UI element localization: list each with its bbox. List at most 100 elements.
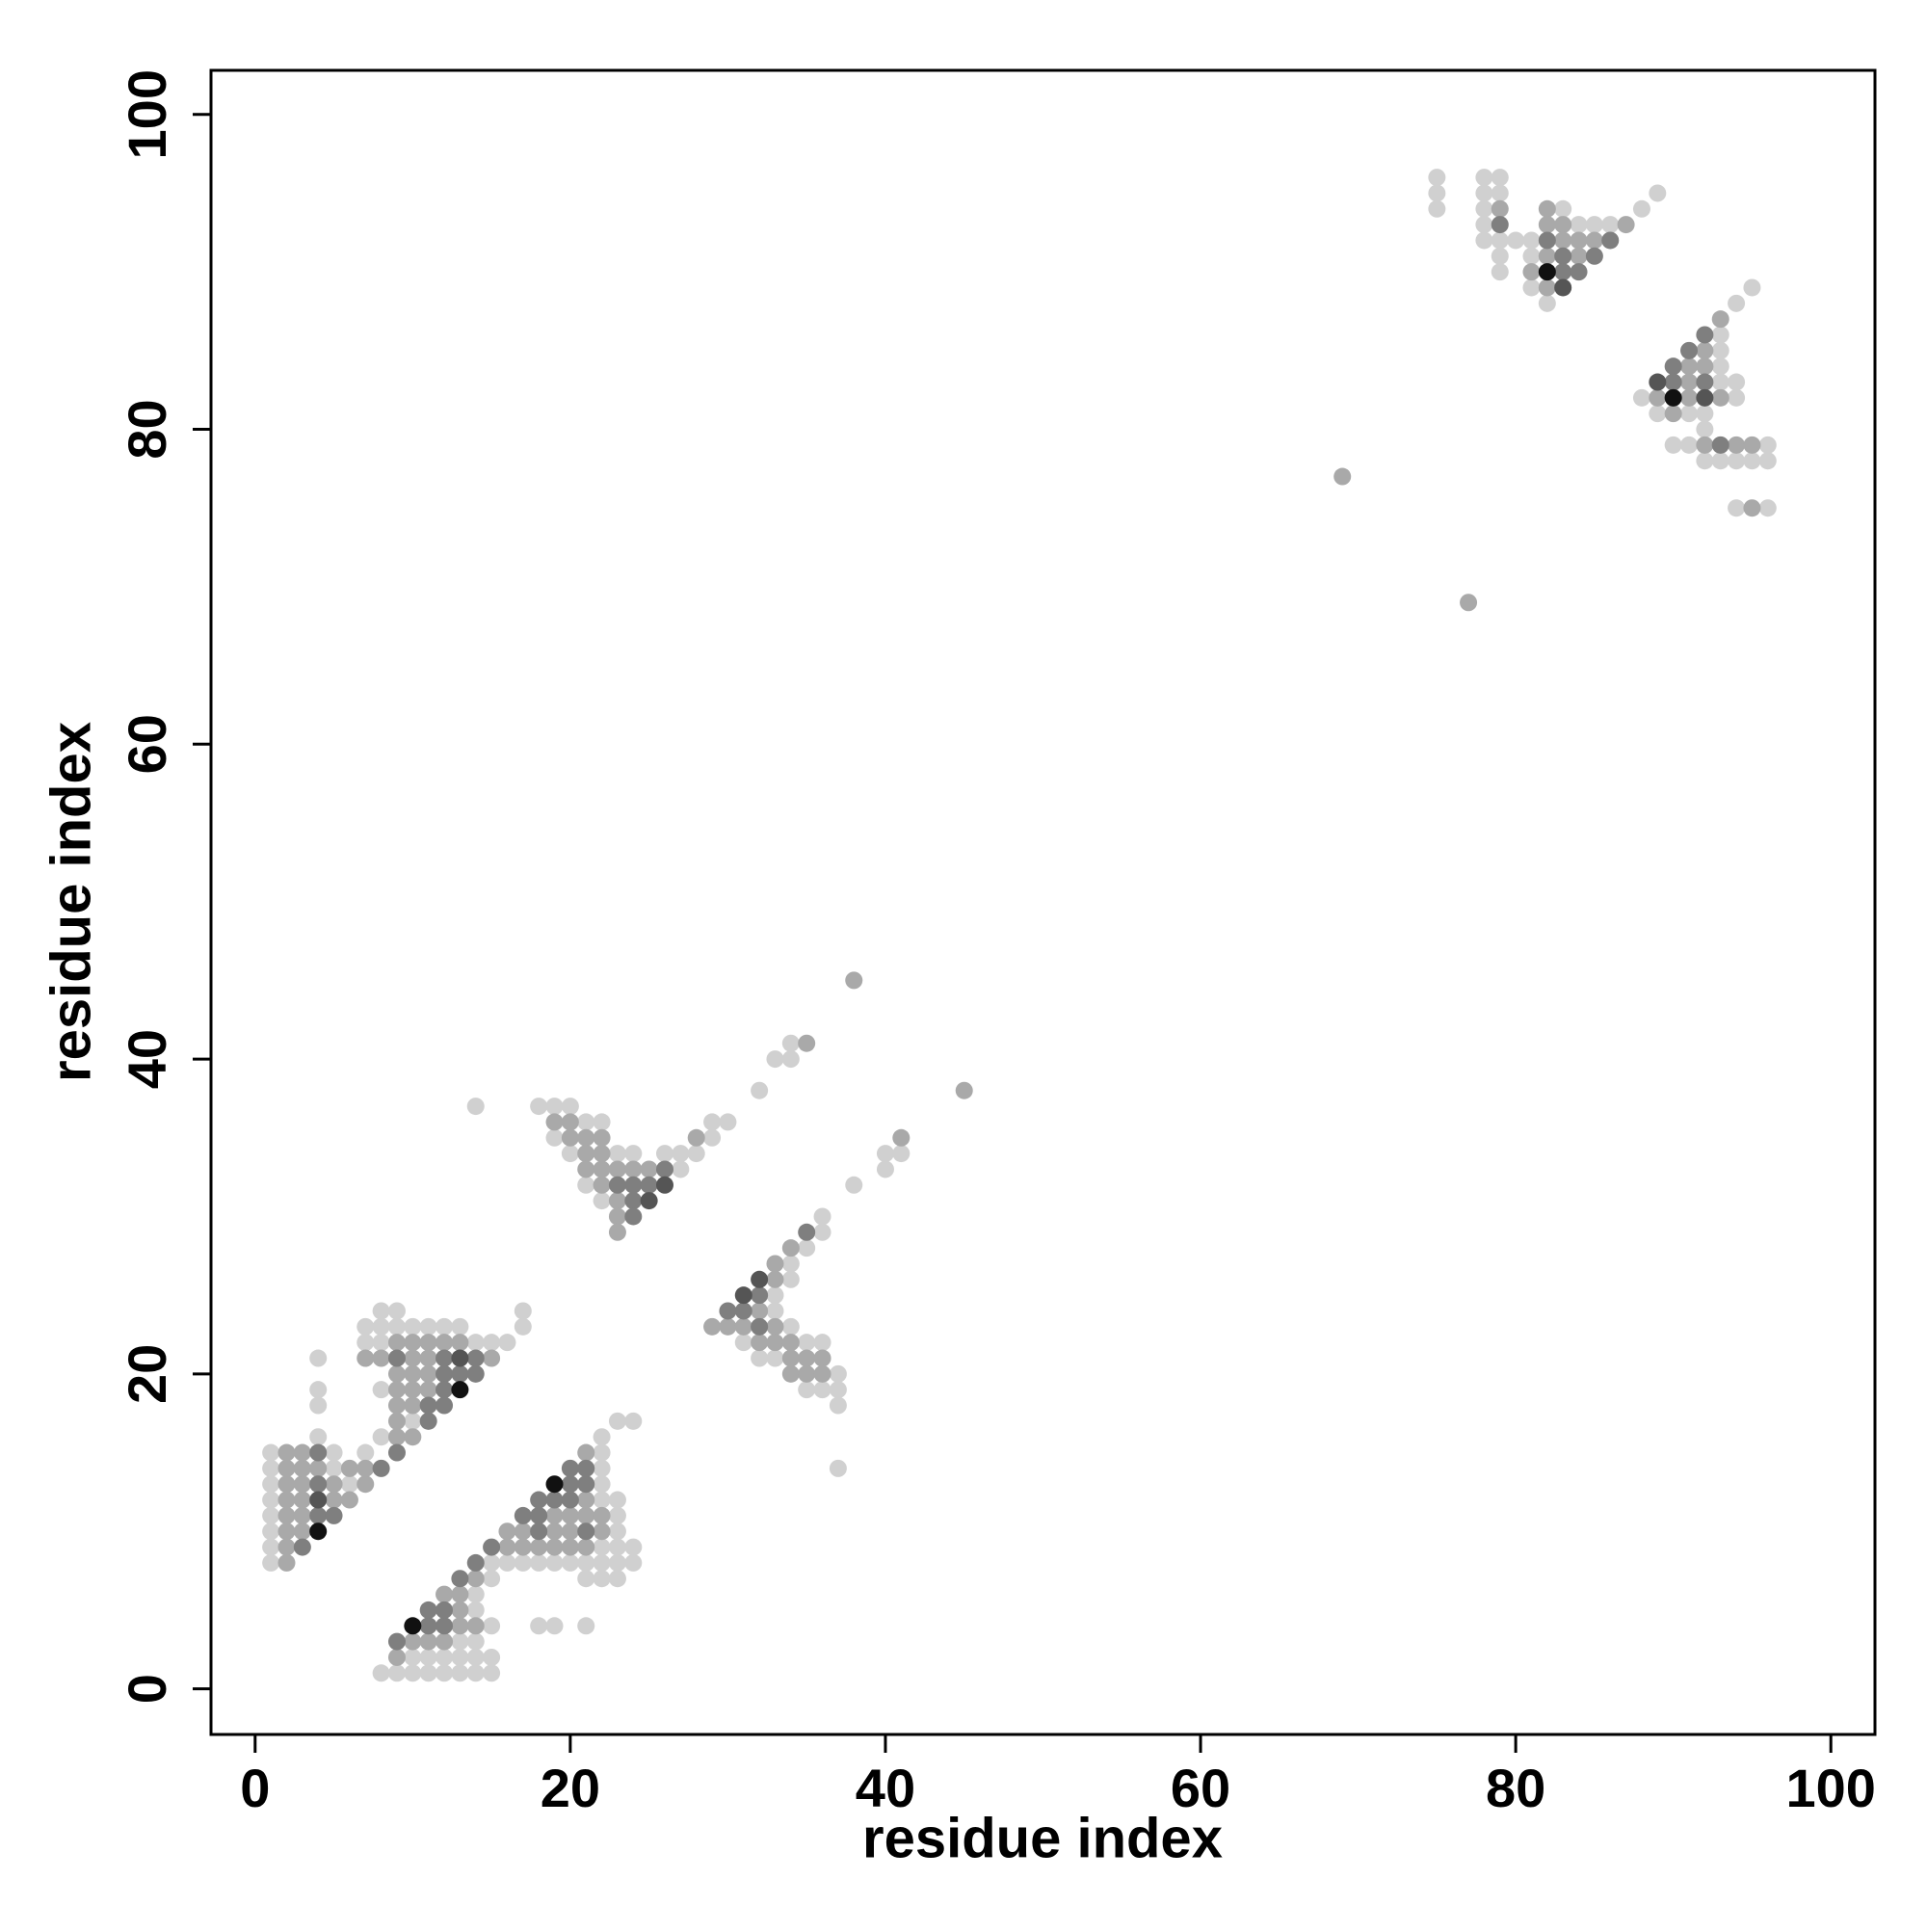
point: [309, 1475, 328, 1494]
point: [593, 1160, 611, 1178]
point: [1728, 436, 1746, 454]
point: [876, 1160, 894, 1178]
point: [451, 1317, 469, 1336]
point: [419, 1396, 437, 1415]
point: [734, 1286, 752, 1305]
point: [1696, 420, 1714, 438]
point: [781, 1317, 800, 1336]
point: [436, 1349, 454, 1367]
point: [545, 1128, 564, 1147]
point: [1475, 199, 1493, 218]
point: [466, 1098, 485, 1116]
point: [1585, 216, 1603, 234]
point: [1570, 263, 1588, 281]
point: [325, 1491, 343, 1509]
y-axis-label: residue index: [40, 722, 102, 1082]
point: [436, 1396, 454, 1415]
point: [498, 1538, 516, 1556]
point: [781, 1364, 800, 1383]
point: [436, 1601, 454, 1619]
point: [829, 1364, 847, 1383]
point: [593, 1428, 611, 1446]
point: [1632, 388, 1650, 407]
point: [1664, 436, 1682, 454]
point: [593, 1176, 611, 1194]
point: [1680, 373, 1699, 391]
point: [1538, 216, 1556, 234]
point: [325, 1506, 343, 1524]
point: [483, 1538, 501, 1556]
point: [577, 1491, 595, 1509]
x-tick-label: 60: [1171, 1758, 1230, 1818]
point: [577, 1570, 595, 1588]
point: [262, 1506, 280, 1524]
point: [561, 1459, 579, 1477]
point: [436, 1364, 454, 1383]
point: [1570, 216, 1588, 234]
point: [577, 1522, 595, 1541]
point: [530, 1553, 548, 1572]
point: [687, 1128, 705, 1147]
point: [419, 1632, 437, 1651]
point: [404, 1334, 422, 1352]
point: [813, 1223, 832, 1241]
point: [766, 1270, 784, 1288]
point: [356, 1459, 375, 1477]
point: [1475, 216, 1493, 234]
point: [1554, 216, 1572, 234]
point: [436, 1381, 454, 1399]
point: [483, 1664, 501, 1682]
point: [277, 1506, 296, 1524]
y-tick-label: 40: [117, 1029, 177, 1089]
point: [483, 1349, 501, 1367]
point: [325, 1475, 343, 1494]
point: [1428, 184, 1446, 202]
point: [356, 1443, 375, 1462]
point: [404, 1317, 422, 1336]
point: [451, 1648, 469, 1666]
point: [608, 1192, 626, 1210]
point: [451, 1601, 469, 1619]
point: [309, 1428, 328, 1446]
point: [1664, 388, 1682, 407]
point: [451, 1570, 469, 1588]
point: [577, 1459, 595, 1477]
point: [798, 1364, 816, 1383]
point: [1696, 405, 1714, 423]
point: [766, 1286, 784, 1305]
point: [387, 1349, 406, 1367]
point: [1522, 247, 1541, 265]
point: [387, 1334, 406, 1352]
point: [577, 1553, 595, 1572]
point: [672, 1160, 690, 1178]
point: [545, 1113, 564, 1131]
point: [593, 1113, 611, 1131]
point: [1538, 231, 1556, 250]
point: [545, 1538, 564, 1556]
point: [1711, 341, 1729, 359]
point: [781, 1270, 800, 1288]
point: [608, 1207, 626, 1226]
point: [372, 1459, 390, 1477]
point: [608, 1160, 626, 1178]
point: [309, 1459, 328, 1477]
point: [1538, 263, 1556, 281]
point: [1522, 263, 1541, 281]
point: [483, 1553, 501, 1572]
point: [561, 1553, 579, 1572]
point: [593, 1538, 611, 1556]
point: [483, 1570, 501, 1588]
point: [892, 1145, 911, 1163]
point: [451, 1364, 469, 1383]
point: [498, 1522, 516, 1541]
point: [451, 1617, 469, 1635]
point: [340, 1459, 358, 1477]
point: [451, 1334, 469, 1352]
point: [766, 1349, 784, 1367]
point: [1711, 326, 1729, 344]
point: [404, 1617, 422, 1635]
x-tick-label: 80: [1486, 1758, 1545, 1818]
point: [436, 1317, 454, 1336]
point: [798, 1239, 816, 1257]
point: [466, 1349, 485, 1367]
